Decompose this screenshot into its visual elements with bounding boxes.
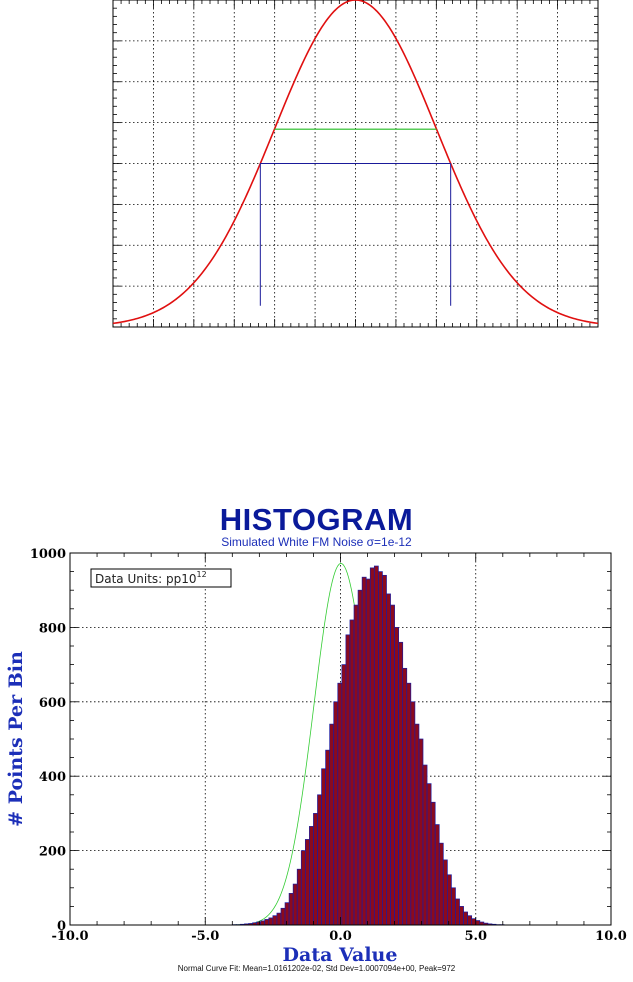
histogram-bar <box>288 893 294 926</box>
y-tick-label: 1000 <box>30 547 66 562</box>
x-axis-title: Data Value <box>283 944 398 965</box>
x-tick-label: 5.0 <box>464 929 487 944</box>
histogram-bar <box>418 738 424 926</box>
histogram-bar <box>365 578 371 926</box>
histogram-bar <box>382 574 387 926</box>
histogram-bar <box>264 919 270 926</box>
histogram-ticks <box>69 552 612 926</box>
histogram-bar <box>475 920 481 926</box>
histogram-bar <box>353 604 359 926</box>
y-tick-label: 400 <box>39 770 66 785</box>
histogram-bar <box>386 593 391 926</box>
histogram-plot: -10.0 -5.0 0.0 5.0 10.0 0 200 400 600 800 1000 Da… <box>5 547 627 965</box>
x-tick-labels: -10.0 -5.0 0.0 5.0 10.0 <box>51 929 626 944</box>
histogram-bar <box>438 842 444 926</box>
histogram-bar <box>317 794 322 926</box>
y-tick-label: 200 <box>39 845 66 860</box>
histogram-bar <box>390 604 395 926</box>
histogram-bar <box>373 565 379 926</box>
histogram-bar <box>357 589 363 926</box>
units-box: Data Units: pp1012 <box>90 568 232 588</box>
histogram-bar <box>304 839 310 926</box>
histogram-bar <box>349 619 355 926</box>
x-tick-label: 0.0 <box>329 929 352 944</box>
histogram-bar <box>467 915 473 926</box>
histogram-bar <box>333 701 339 926</box>
y-tick-labels: 0 200 400 600 800 1000 <box>30 547 66 934</box>
histogram-bar <box>447 874 452 926</box>
histogram-bar <box>300 850 306 926</box>
histogram-bar <box>268 917 274 926</box>
y-tick-label: 0 <box>57 919 66 934</box>
histogram-bar <box>260 920 266 926</box>
histogram-bar <box>434 824 440 926</box>
histogram-bar <box>410 701 416 926</box>
x-tick-label: -10.0 <box>51 929 88 944</box>
histogram-bar <box>345 634 351 926</box>
histogram-bar <box>402 667 408 926</box>
histogram-bar <box>471 918 477 926</box>
histogram-bar <box>451 887 456 926</box>
gaussian-plot-grid <box>113 0 598 327</box>
y-axis-title: # Points Per Bin <box>5 651 27 827</box>
units-label: Data Units: pp1012 <box>95 570 207 586</box>
histogram-bar <box>361 576 367 926</box>
histogram-bar <box>430 801 436 926</box>
histogram-bar <box>329 723 335 926</box>
histogram-bar <box>459 906 464 926</box>
histogram-bar <box>272 915 278 926</box>
histogram-bar <box>309 826 314 926</box>
histogram-bar <box>292 883 298 926</box>
histogram-bar <box>280 907 286 926</box>
gaussian-plot-ticks <box>112 0 599 328</box>
histogram-bar <box>321 768 326 926</box>
histogram-title: HISTOGRAM <box>219 502 414 537</box>
x-tick-label: -5.0 <box>191 929 219 944</box>
histogram-bar <box>325 749 331 926</box>
histogram-bar <box>422 764 428 926</box>
histogram-bar <box>341 664 347 926</box>
units-exponent: 12 <box>197 570 207 579</box>
normal-fit-caption: Normal Curve Fit: Mean=1.0161202e-02, St… <box>177 964 456 973</box>
histogram-bar <box>455 898 460 926</box>
histogram-bar <box>442 859 448 926</box>
histogram-bar <box>284 902 290 926</box>
histogram-bar <box>398 641 404 926</box>
histogram-bar <box>406 682 412 926</box>
histogram-bar <box>313 813 318 926</box>
histogram-bar <box>394 627 400 926</box>
gaussian-curve <box>112 0 599 325</box>
x-tick-label: 10.0 <box>595 929 627 944</box>
histogram-subtitle: Simulated White FM Noise σ=1e-12 <box>221 535 412 549</box>
gaussian-plot <box>112 0 599 328</box>
y-tick-label: 800 <box>39 621 66 636</box>
histogram-bar <box>296 868 302 926</box>
histogram-bar <box>337 682 343 926</box>
histogram-bar <box>378 571 383 926</box>
histogram-bar <box>369 567 375 926</box>
histogram-bar <box>426 783 432 926</box>
y-tick-label: 600 <box>39 696 66 711</box>
histogram-bar <box>414 723 420 926</box>
histogram-bar <box>276 912 282 926</box>
histogram-bar <box>463 911 468 926</box>
histogram-bars <box>231 565 505 926</box>
